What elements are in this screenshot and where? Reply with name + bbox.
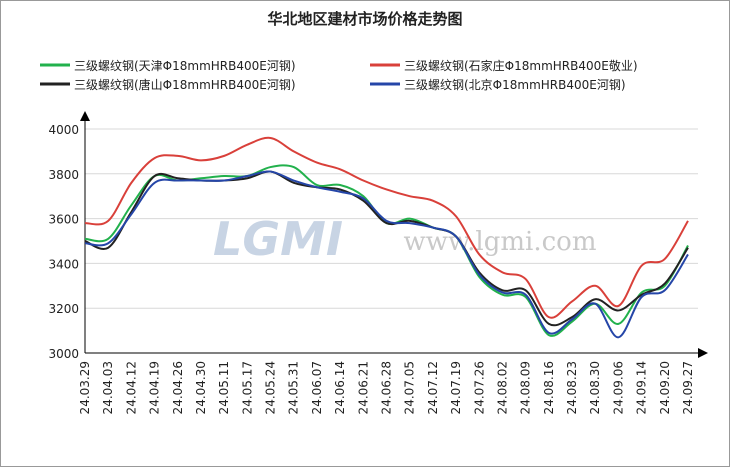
x-tick-label: 24.09.27 [681, 361, 695, 414]
legend-label: 三级螺纹钢(天津Φ18mmHRB400E河钢) [74, 59, 296, 73]
x-tick-label: 24.08.09 [519, 361, 533, 414]
x-tick-label: 24.04.03 [101, 361, 115, 414]
legend-label: 三级螺纹钢(石家庄Φ18mmHRB400E敬业) [404, 58, 638, 73]
series-line [84, 170, 689, 339]
y-tick-label: 3400 [48, 257, 79, 271]
series-line [84, 136, 689, 319]
x-tick-label: 24.08.23 [565, 361, 579, 414]
legend-label: 三级螺纹钢(北京Φ18mmHRB400E河钢) [404, 78, 626, 92]
y-tick-label: 3000 [48, 347, 79, 361]
x-tick-label: 24.06.21 [356, 361, 370, 414]
x-tick-label: 24.08.30 [588, 361, 602, 414]
x-tick-label: 24.05.11 [217, 361, 231, 414]
x-tick-label: 24.04.30 [194, 361, 208, 414]
x-tick-label: 24.04.19 [148, 361, 162, 414]
series-line [84, 170, 689, 327]
x-tick-label: 24.04.12 [124, 361, 138, 414]
x-tick-label: 24.05.17 [240, 361, 254, 414]
y-tick-label: 3800 [48, 168, 79, 182]
x-tick-label: 24.03.29 [78, 361, 92, 414]
x-tick-label: 24.09.20 [658, 361, 672, 414]
x-tick-label: 24.09.06 [611, 361, 625, 414]
x-tick-label: 24.07.26 [472, 361, 486, 414]
x-tick-label: 24.06.14 [333, 361, 347, 414]
x-tick-label: 24.07.12 [426, 361, 440, 414]
watermark-url: www.lgmi.com [403, 227, 596, 257]
x-axis-arrow [698, 348, 708, 358]
x-tick-label: 24.05.31 [287, 361, 301, 414]
x-tick-label: 24.06.28 [380, 361, 394, 414]
chart-title: 华北地区建材市场价格走势图 [267, 10, 462, 28]
x-tick-label: 24.08.16 [542, 361, 556, 414]
x-tick-label: 24.09.14 [635, 361, 649, 414]
watermark: LGMI [213, 212, 343, 266]
y-tick-label: 3600 [48, 213, 79, 227]
x-tick-label: 24.07.05 [403, 361, 417, 414]
x-tick-label: 24.08.02 [495, 361, 509, 414]
x-tick-label: 24.05.24 [264, 361, 278, 414]
y-tick-label: 3200 [48, 302, 79, 316]
y-tick-label: 4000 [48, 123, 79, 137]
y-axis-arrow [80, 111, 90, 121]
legend-label: 三级螺纹钢(唐山Φ18mmHRB400E河钢) [74, 77, 296, 92]
x-tick-label: 24.07.19 [449, 361, 463, 414]
x-tick-label: 24.04.26 [171, 361, 185, 414]
x-tick-label: 24.06.07 [310, 361, 324, 414]
